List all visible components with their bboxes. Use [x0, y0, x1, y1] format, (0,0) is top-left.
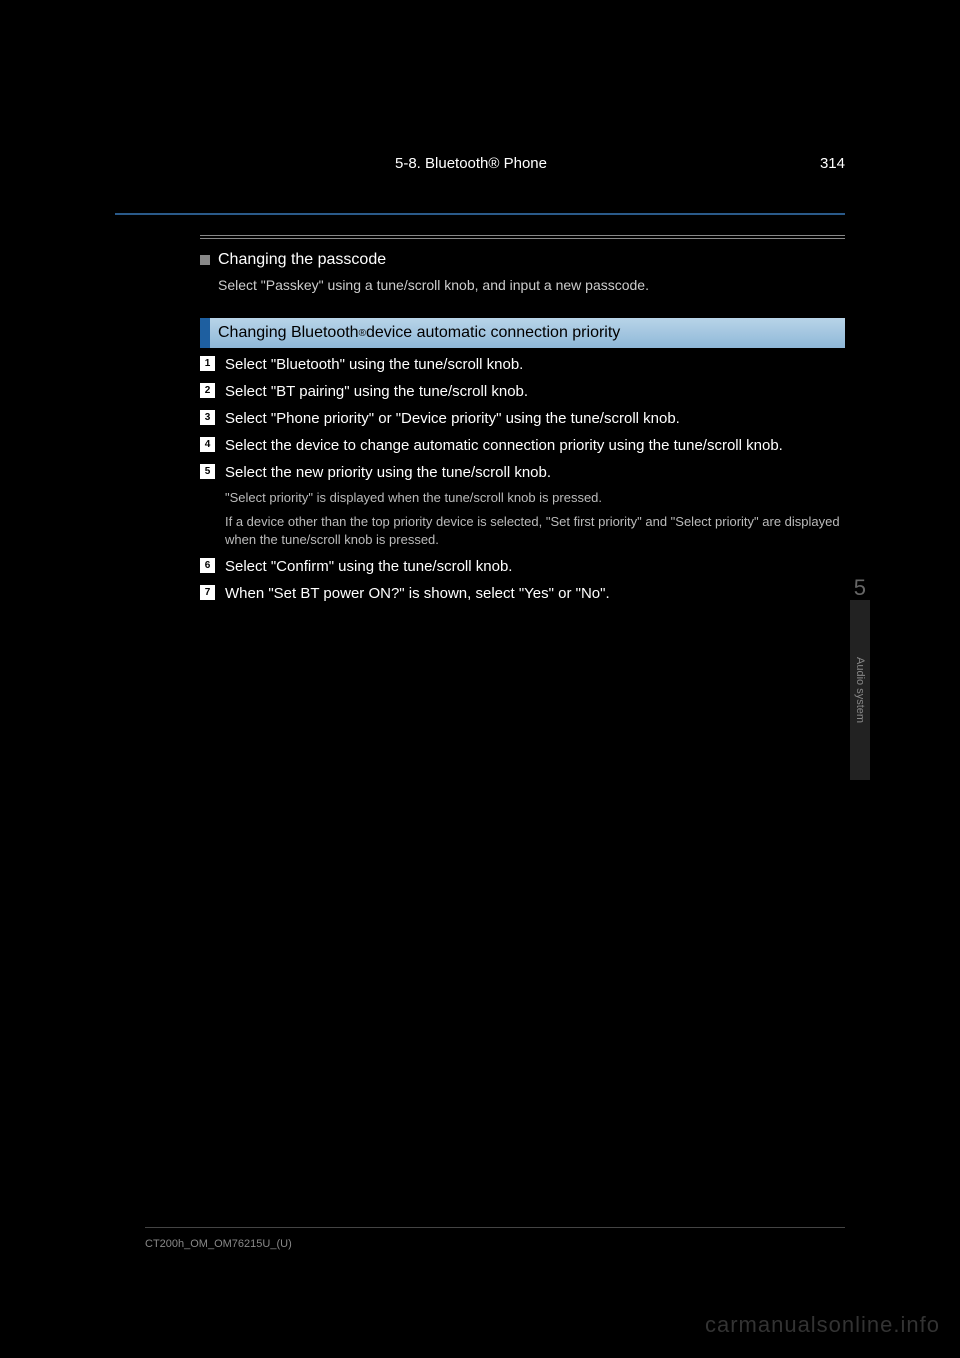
step-number-icon: 1 — [200, 356, 215, 371]
step-number-icon: 2 — [200, 383, 215, 398]
step-text: Select "Confirm" using the tune/scroll k… — [225, 556, 512, 577]
step-text: Select "Phone priority" or "Device prior… — [225, 408, 680, 429]
step-item: 4 Select the device to change automatic … — [200, 435, 845, 456]
registered-mark: ® — [359, 328, 366, 339]
step-text: Select "BT pairing" using the tune/scrol… — [225, 381, 528, 402]
section-reference: 5-8. Bluetooth® Phone — [395, 155, 547, 172]
step-number-icon: 4 — [200, 437, 215, 452]
step-item: 6 Select "Confirm" using the tune/scroll… — [200, 556, 845, 577]
chapter-tab: Audio system — [850, 600, 870, 780]
step-number-icon: 5 — [200, 464, 215, 479]
step-item: 7 When "Set BT power ON?" is shown, sele… — [200, 583, 845, 604]
footer-divider — [145, 1227, 845, 1228]
chapter-number: 5 — [854, 575, 866, 601]
footer-doc-id: CT200h_OM_OM76215U_(U) — [145, 1238, 292, 1250]
step-text: Select "Bluetooth" using the tune/scroll… — [225, 354, 523, 375]
step-number-icon: 7 — [200, 585, 215, 600]
step-number-icon: 6 — [200, 558, 215, 573]
step-item: 1 Select "Bluetooth" using the tune/scro… — [200, 354, 845, 375]
subsection-title: Changing the passcode — [218, 251, 386, 269]
manual-page: 314 5-8. Bluetooth® Phone Changing the p… — [0, 0, 960, 1358]
rule-top — [200, 235, 845, 236]
header-divider — [115, 213, 845, 215]
step-note: If a device other than the top priority … — [225, 513, 845, 549]
rule-bottom — [200, 238, 845, 239]
step-note: "Select priority" is displayed when the … — [225, 489, 845, 507]
header-text-pre: Changing Bluetooth — [218, 324, 359, 342]
watermark: carmanualsonline.info — [705, 1312, 940, 1338]
step-text: When "Set BT power ON?" is shown, select… — [225, 583, 610, 604]
step-item: 2 Select "BT pairing" using the tune/scr… — [200, 381, 845, 402]
step-item: 5 Select the new priority using the tune… — [200, 462, 845, 483]
subsection-title-row: Changing the passcode — [200, 251, 845, 269]
header-accent — [200, 318, 210, 348]
subsection-note: Select "Passkey" using a tune/scroll kno… — [218, 277, 845, 293]
section-header-title: Changing Bluetooth® device automatic con… — [210, 318, 845, 348]
section-header-bar: Changing Bluetooth® device automatic con… — [200, 318, 845, 348]
steps-list: 1 Select "Bluetooth" using the tune/scro… — [200, 354, 845, 610]
square-bullet-icon — [200, 255, 210, 265]
subsection-block: Changing the passcode Select "Passkey" u… — [200, 235, 845, 323]
step-text: Select the new priority using the tune/s… — [225, 462, 551, 483]
step-number-icon: 3 — [200, 410, 215, 425]
header-text-post: device automatic connection priority — [366, 324, 620, 342]
page-number: 314 — [820, 155, 845, 172]
step-item: 3 Select "Phone priority" or "Device pri… — [200, 408, 845, 429]
step-text: Select the device to change automatic co… — [225, 435, 783, 456]
